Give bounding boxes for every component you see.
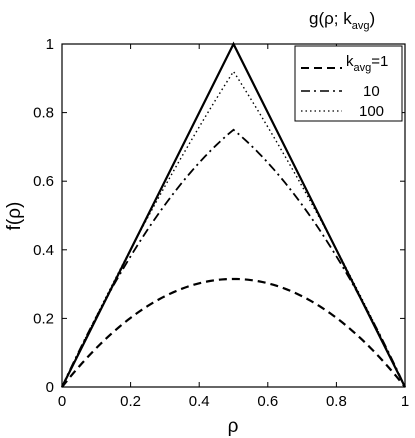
x-tick-label: 0.2: [120, 393, 141, 410]
x-tick-label: 1: [401, 393, 409, 410]
legend-label-1-prefix: k: [346, 53, 354, 70]
series-line-dashdot: [61, 128, 406, 388]
legend-title-main: g(ρ; k: [309, 9, 352, 28]
y-tick-label: 0.8: [33, 105, 54, 122]
legend-label-kavg-1: kavg=1: [346, 53, 388, 74]
legend-title-sub: avg: [352, 20, 370, 32]
y-axis-label: f(ρ): [4, 202, 25, 231]
y-tick-label: 0.6: [33, 173, 54, 190]
x-tick-label: 0.4: [189, 393, 210, 410]
series-line-dotted: [61, 70, 406, 388]
legend-title: g(ρ; kavg): [309, 9, 375, 32]
y-tick-label: 0: [46, 379, 54, 396]
legend-label-10: 10: [363, 83, 380, 100]
legend-label-1-sub: avg: [354, 62, 372, 74]
series-line-dashed: [61, 277, 406, 388]
x-tick-label: 0.6: [257, 393, 278, 410]
x-tick-label: 0: [58, 393, 66, 410]
legend-box: [294, 45, 403, 122]
legend-title-close: ): [369, 9, 375, 28]
legend-label-1-suffix: =1: [371, 53, 388, 70]
y-tick-label: 0.2: [33, 310, 54, 327]
x-tick-label: 0.8: [326, 393, 347, 410]
x-axis-label: ρ: [228, 416, 239, 437]
y-tick-label: 1: [46, 36, 54, 53]
y-tick-label: 0.4: [33, 242, 54, 259]
plot-frame: [61, 43, 406, 388]
ticks-group: 0 0.2 0.4 0.6 0.8 100.20.40.60.81: [33, 36, 409, 410]
legend-label-100: 100: [359, 103, 384, 120]
legend: kavg=1 10 100: [294, 45, 403, 122]
